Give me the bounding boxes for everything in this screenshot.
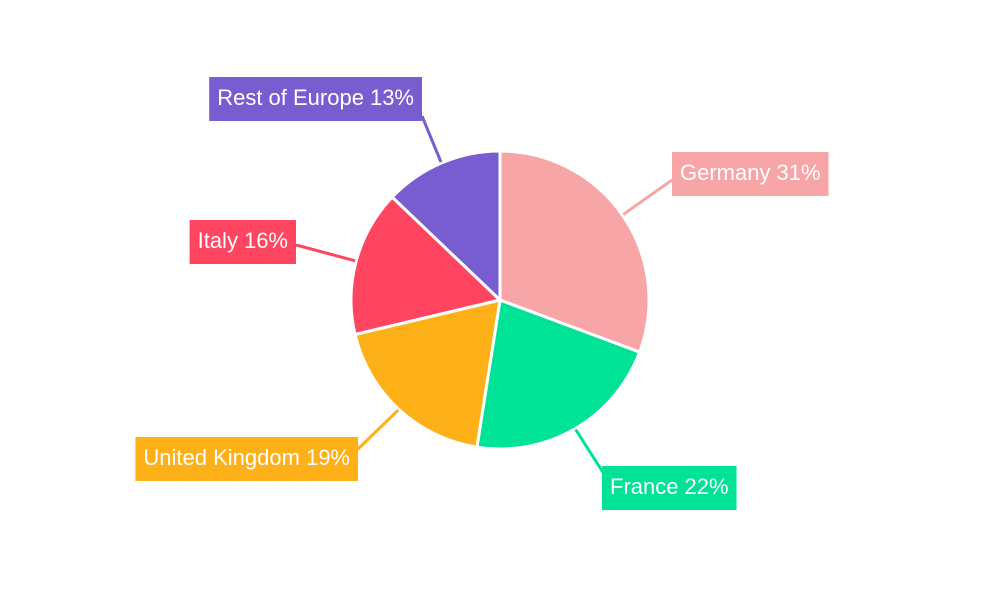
label-box	[602, 466, 737, 510]
label-text: Italy 16%	[198, 228, 288, 253]
label-box	[135, 437, 358, 481]
leader-line	[420, 115, 443, 163]
label-box	[672, 152, 829, 196]
pie-slice	[475, 297, 642, 451]
leader-line	[574, 428, 606, 475]
pie-slice	[353, 298, 502, 449]
label-box	[189, 220, 296, 264]
label-value: 13%	[370, 85, 414, 110]
pie-slice	[390, 149, 502, 304]
label-text: United Kingdom 19%	[143, 445, 350, 470]
label-category: Italy	[198, 228, 238, 253]
leader-line	[622, 178, 673, 216]
label-value: 16%	[244, 228, 288, 253]
data-label: France 22%	[602, 466, 737, 510]
leader-line	[355, 409, 400, 452]
leader-line	[295, 243, 356, 263]
data-label: Germany 31%	[672, 152, 829, 196]
label-value: 31%	[776, 160, 820, 185]
label-value: 19%	[306, 445, 350, 470]
label-category: Rest of Europe	[217, 85, 364, 110]
label-text: France 22%	[610, 474, 729, 499]
label-value: 22%	[684, 474, 728, 499]
pie-slice	[498, 149, 651, 355]
label-category: United Kingdom	[143, 445, 300, 470]
data-label: Rest of Europe 13%	[209, 77, 422, 121]
label-category: Germany	[680, 160, 770, 185]
label-category: France	[610, 474, 678, 499]
data-label: United Kingdom 19%	[135, 437, 358, 481]
label-text: Germany 31%	[680, 160, 821, 185]
label-text: Rest of Europe 13%	[217, 85, 414, 110]
data-label: Italy 16%	[189, 220, 296, 264]
pie-slice	[349, 195, 504, 337]
label-box	[209, 77, 422, 121]
